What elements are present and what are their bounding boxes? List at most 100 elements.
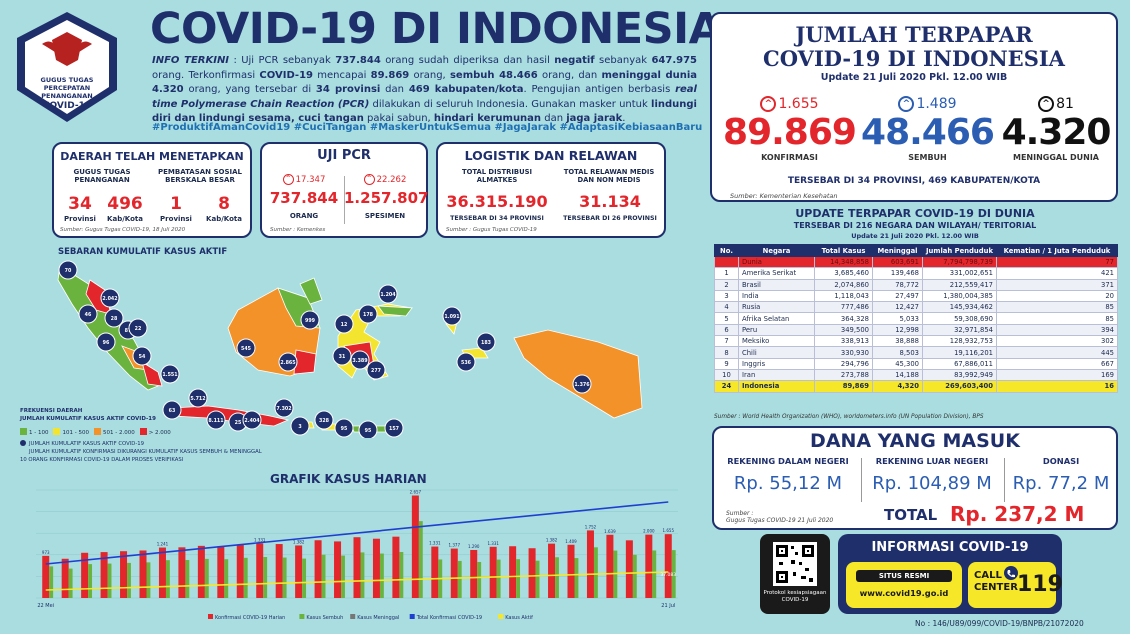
bar-recovered [671, 550, 676, 598]
bar [625, 540, 633, 598]
map-bubble [476, 332, 496, 352]
relawan-label: TOTAL RELAWAN MEDIS DAN NON MEDIS [563, 168, 655, 184]
exposure-spread: TERSEBAR DI 34 PROVINSI, 469 KABUPATEN/K… [787, 176, 1041, 186]
table-cell: Indonesia [738, 380, 815, 393]
bar-recovered [243, 557, 248, 598]
regions-title: DAERAH TELAH MENETAPKAN [60, 150, 244, 163]
logo-line-3: PENANGANAN [41, 92, 92, 100]
bar-recovered [555, 557, 559, 598]
funds-source-1: Sumber : [726, 510, 754, 517]
map-note-1: JUMLAH KUMULATIF KASUS AKTIF COVID-19 [20, 440, 262, 448]
pcr-source: Sumber : Kemenkes [270, 227, 326, 233]
map-bubble-label: 70 [65, 268, 72, 274]
table-cell: 20 [996, 289, 1118, 303]
table-row: 9 Inggris 294,796 45,300 67,886,011 667 [714, 357, 1118, 370]
call-center-button[interactable]: CALL CENTER 119 [968, 562, 1063, 608]
pcr-spesimen-increase: ^ 22.262 [344, 174, 426, 185]
info-text-1: : Uji PCR sebanyak [229, 55, 336, 66]
logo-line-4: COVID-19 [43, 101, 91, 111]
table-row: 1 Amerika Serikat 3,685,460 139,468 331,002,… [714, 267, 1118, 280]
info-text-8: orang, yang tersebar di [183, 84, 316, 96]
map-bubble-label: 536 [461, 360, 472, 366]
bar-label: 1.331 [487, 541, 499, 546]
info-text-9: dan [380, 84, 409, 96]
map-bubble [358, 304, 378, 324]
table-cell: 421 [996, 267, 1118, 280]
legend-subtitle: JUMLAH KUMULATIF KASUS AKTIF COVID-19 [20, 416, 156, 422]
confirmed-increase: ^ 1.655 [722, 96, 857, 112]
recovered-increase: ^ 1.489 [860, 96, 995, 112]
bar-recovered [204, 558, 209, 598]
info-title: INFORMASI COVID-19 [871, 540, 1029, 555]
bar-label: 1.377 [449, 543, 461, 548]
bar [470, 549, 478, 598]
map-bubble-label: 183 [481, 340, 491, 346]
bar [392, 536, 400, 598]
bar-recovered [593, 547, 598, 598]
pcr-divider [344, 176, 345, 224]
bar-label: 1.752 [585, 524, 597, 529]
map-bubble [160, 364, 180, 384]
bar-recovered [379, 553, 384, 598]
bar [314, 540, 322, 598]
pcr-orang-total: 737.844 [269, 189, 339, 207]
world-table-wrap: No. Negara Total Kasus Meninggal Jumlah … [714, 244, 1118, 393]
col-country: Negara [738, 244, 815, 257]
pcr-spesimen-label: SPESIMEN [364, 212, 406, 220]
legend-item-4: > 2.000 [139, 428, 171, 436]
table-cell: Peru [738, 323, 815, 337]
official-site-link[interactable]: SITUS RESMI www.covid19.go.id [846, 562, 962, 608]
table-cell: 4,320 [872, 380, 923, 393]
table-cell: Brasil [738, 278, 815, 291]
map-bubble [188, 388, 208, 408]
map-bubble [572, 374, 592, 394]
map-bubble [290, 416, 310, 436]
bar-recovered [282, 557, 287, 598]
table-cell: 85 [996, 301, 1118, 314]
bar-recovered [146, 562, 151, 598]
psbb-prov: 1 [170, 194, 182, 214]
domestic-value: Rp. 55,12 M [733, 473, 843, 494]
exposure-update: Update 21 Juli 2020 Pkl. 12.00 WIB [820, 72, 1008, 83]
map-bubble [366, 360, 386, 380]
bar [606, 534, 614, 598]
recovered-label: SEMBUH [908, 153, 947, 162]
map-bubble-label: 999 [305, 318, 316, 324]
map-bubble [242, 410, 262, 430]
exposure-title-2: COVID-19 DI INDONESIA [763, 46, 1065, 71]
legend-swatch [208, 614, 213, 619]
table-cell: 14,188 [872, 368, 923, 382]
negatif-total: 647.975 [651, 55, 697, 66]
legend-item-3: 501 - 2.000 [93, 428, 135, 436]
bar-label: 1.241 [157, 542, 169, 547]
psbb-prov-label: Provinsi [160, 215, 192, 223]
map-bubble [104, 308, 124, 328]
regencies-inline: 469 kabupaten/kota [408, 84, 524, 96]
map-bubble [378, 284, 398, 304]
map-bubble [132, 346, 152, 366]
qr-card[interactable]: Protokol kesiapsiagaan COVID-19 [760, 534, 830, 614]
info-text-3: sebanyak [594, 55, 652, 66]
domestic-label: REKENING DALAM NEGERI [727, 456, 849, 466]
qr-code-icon [773, 542, 817, 586]
legend-label: Total Konfirmasi COVID-19 [416, 615, 482, 621]
table-cell: 145,934,462 [922, 301, 997, 314]
legend-swatch [93, 428, 101, 435]
funds-source: Sumber : Gugus Tugas COVID-19 21 Juli 20… [726, 510, 833, 524]
document-number: No : 146/U89/099/COVID-19/BNPB/21072020 [915, 619, 1084, 628]
table-cell: 16 [996, 380, 1118, 393]
bar [509, 546, 517, 598]
table-cell: 2 [714, 278, 739, 291]
bar-recovered [302, 558, 307, 598]
funds-divider [861, 458, 862, 502]
table-cell: 371 [996, 278, 1118, 291]
recovered-total: 48.466 [861, 112, 995, 153]
table-row: 2 Brasil 2,074,860 78,772 212,559,417 371 [714, 278, 1118, 291]
info-text-5: mencapai [313, 69, 371, 81]
distance-label: jaga jarak [566, 113, 623, 125]
bar [295, 545, 303, 598]
call-label-2: CENTER [974, 582, 1018, 593]
table-cell: 331,002,651 [922, 267, 997, 280]
info-text-2: orang sudah diperiksa dan hasil [380, 55, 555, 66]
table-cell: 6 [714, 323, 739, 337]
